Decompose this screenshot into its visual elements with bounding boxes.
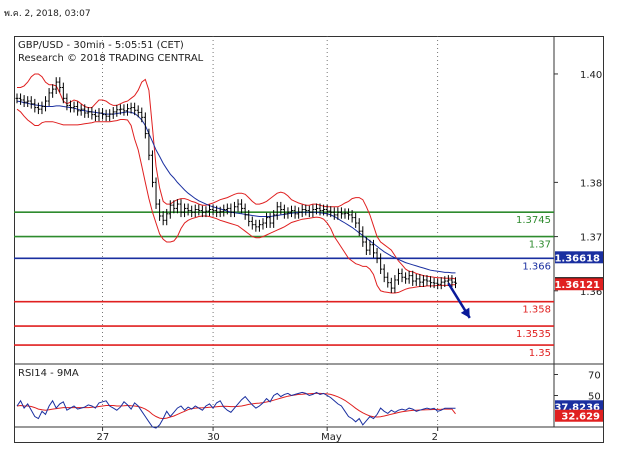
level-label: 1.366 [522,261,551,272]
y-tick-label: 1.40 [580,70,602,81]
price-bars [15,77,457,293]
price-box-label: 1.36121 [554,280,600,291]
bollinger-upper-line [17,73,456,280]
timestamp: พ.ค. 2, 2018, 03:07 [4,9,91,19]
x-tick-label: May [321,432,342,443]
bollinger-lower-line [16,108,456,294]
chart-title: GBP/USD - 30min - 5:05:51 (CET) [18,40,184,51]
chart-border [14,36,604,443]
y-tick-label: 1.37 [580,233,602,244]
rsi-value-box-label: 37.8236 [554,402,600,413]
forecast-arrow-head [460,307,470,318]
rsi-title: RSI14 - 9MA [18,368,79,379]
rsi-value-box [555,400,603,413]
level-label: 1.37 [529,240,551,251]
level-label: 1.3535 [516,329,551,340]
chart-subtitle: Research © 2018 TRADING CENTRAL [18,53,204,64]
chart-svg: 27 30 May 21.401.381.371.361.37451.371.3661… [14,36,604,443]
moving-average-line [16,100,456,274]
price-box-label: 1.36618 [554,253,600,264]
rsi-value-box-label: 32.629 [561,412,600,423]
chart-frame: 27 30 May 2 1.40 1.38 1.37 1.36 1.3745 1.37 1.366 1… [14,36,604,443]
x-tick-label: 27 [97,432,110,443]
price-box [555,278,603,291]
y-tick-label: 1.36 [580,287,602,298]
level-label: 1.358 [522,305,551,316]
x-tick-label: 30 [207,432,220,443]
level-label: 1.3745 [516,215,551,226]
rsi-line [16,391,456,429]
y-tick-label: 1.38 [580,178,602,189]
rsi-value-box [555,409,603,422]
rsi-y-tick-label: 50 [588,392,601,403]
x-tick-label: 2 [432,432,438,443]
rsi-y-tick-label: 70 [588,371,601,382]
level-label: 1.35 [529,348,551,359]
price-box [555,251,603,264]
